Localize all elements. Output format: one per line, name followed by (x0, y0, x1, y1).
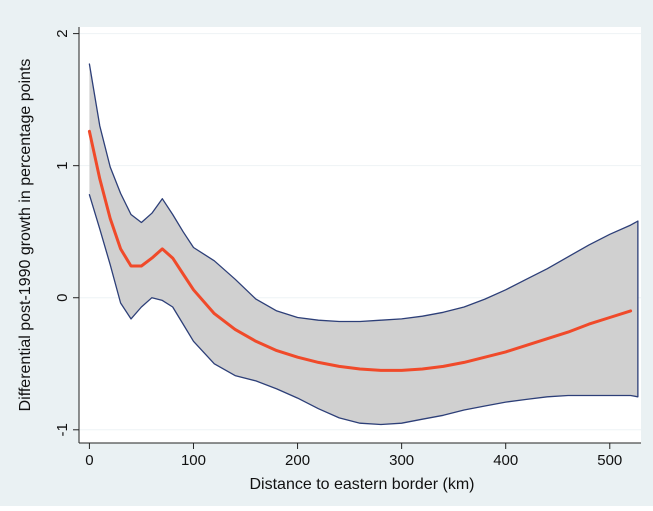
x-tick-label: 0 (85, 452, 93, 469)
ci-lower-line (88, 194, 639, 426)
y-tick-label: -1 (54, 423, 71, 436)
y-tick-label: 1 (54, 161, 71, 169)
x-tick-label: 300 (389, 452, 414, 469)
x-axis-label: Distance to eastern border (km) (250, 476, 475, 493)
x-tick-label: 400 (493, 452, 518, 469)
x-tick-label: 200 (285, 452, 310, 469)
confidence-band-area (89, 64, 638, 425)
x-axis: 0 100 200 300 400 500 (79, 442, 641, 469)
y-tick-label: 0 (54, 294, 71, 302)
x-tick-label: 500 (597, 452, 622, 469)
y-axis: -1 0 1 2 (54, 27, 80, 443)
confidence-band (89, 64, 638, 425)
series-lines (87, 63, 639, 426)
y-tick-label: 2 (54, 29, 71, 37)
estimate-line (87, 129, 633, 372)
y-axis-label: Differential post-1990 growth in percent… (17, 59, 34, 412)
x-tick-label: 100 (181, 452, 206, 469)
ci-upper-line (88, 63, 639, 323)
